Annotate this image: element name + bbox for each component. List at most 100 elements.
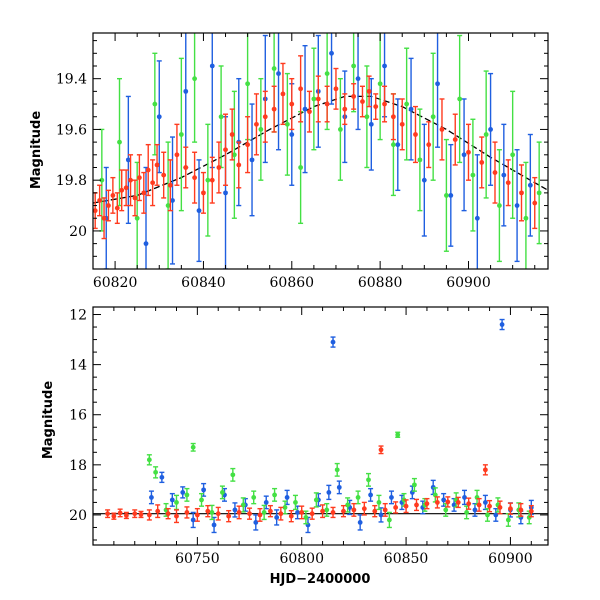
data-point bbox=[236, 162, 242, 168]
data-point bbox=[201, 190, 206, 196]
data-point bbox=[154, 162, 160, 168]
data-point bbox=[145, 167, 151, 173]
y-tick-label: 19.6 bbox=[56, 122, 87, 138]
plot-area bbox=[93, 318, 548, 534]
data-point bbox=[299, 510, 305, 515]
data-point bbox=[159, 474, 165, 480]
data-point bbox=[288, 513, 294, 519]
data-point bbox=[229, 132, 235, 137]
data-point bbox=[413, 132, 418, 137]
data-point bbox=[536, 190, 542, 196]
data-point bbox=[276, 71, 281, 77]
y-tick-label: 16 bbox=[69, 408, 87, 424]
data-point bbox=[114, 205, 120, 211]
data-point bbox=[342, 106, 348, 112]
data-point bbox=[178, 132, 184, 137]
data-point bbox=[341, 508, 346, 514]
data-point bbox=[117, 139, 122, 145]
data-point bbox=[205, 177, 211, 183]
data-point bbox=[474, 215, 480, 221]
data-point bbox=[280, 91, 286, 97]
data-point bbox=[386, 517, 392, 523]
data-point bbox=[493, 512, 499, 518]
data-point bbox=[111, 513, 117, 519]
data-point bbox=[165, 203, 171, 208]
data-point bbox=[143, 241, 149, 247]
data-point bbox=[284, 495, 290, 500]
data-point bbox=[271, 106, 277, 112]
data-point bbox=[439, 127, 445, 132]
data-point bbox=[451, 502, 457, 508]
data-point bbox=[443, 193, 449, 198]
data-point bbox=[289, 101, 295, 107]
data-point bbox=[417, 157, 423, 163]
data-point bbox=[251, 495, 257, 500]
data-point bbox=[378, 512, 384, 518]
plot-frame bbox=[92, 306, 549, 546]
x-tick-label: 60860 bbox=[270, 275, 315, 291]
data-point bbox=[223, 190, 228, 196]
data-point bbox=[192, 76, 198, 82]
data-point bbox=[257, 512, 263, 518]
data-point bbox=[141, 190, 147, 196]
data-point bbox=[298, 86, 304, 92]
data-point bbox=[184, 510, 190, 515]
data-point bbox=[382, 63, 387, 69]
x-tick-label: 60900 bbox=[446, 275, 491, 291]
data-point bbox=[174, 513, 179, 519]
data-point bbox=[355, 76, 361, 82]
y-tick-label: 19.8 bbox=[56, 173, 87, 189]
data-point bbox=[366, 88, 372, 94]
data-point bbox=[497, 203, 502, 208]
data-point bbox=[324, 101, 330, 107]
data-point bbox=[351, 507, 357, 513]
y-tick-label: 18 bbox=[69, 458, 87, 474]
data-point bbox=[395, 142, 401, 148]
data-point bbox=[215, 511, 221, 517]
data-point bbox=[209, 177, 215, 183]
data-point bbox=[404, 101, 410, 107]
data-point bbox=[174, 152, 180, 158]
data-point bbox=[393, 505, 399, 510]
data-point bbox=[196, 208, 202, 214]
data-point bbox=[169, 497, 175, 503]
data-point bbox=[194, 512, 200, 518]
data-point bbox=[426, 142, 432, 148]
data-point bbox=[263, 500, 269, 505]
x-tick-label: 60820 bbox=[93, 275, 138, 291]
data-point bbox=[373, 104, 379, 109]
data-point bbox=[455, 500, 461, 505]
data-point bbox=[464, 510, 470, 515]
data-point bbox=[247, 511, 252, 517]
data-point bbox=[230, 472, 236, 478]
data-point bbox=[302, 106, 308, 112]
data-point bbox=[448, 193, 454, 198]
data-point bbox=[430, 114, 436, 120]
data-point bbox=[128, 177, 133, 183]
data-point bbox=[190, 517, 196, 523]
data-point bbox=[298, 165, 304, 170]
data-point bbox=[390, 114, 396, 120]
data-point bbox=[97, 198, 103, 203]
data-point bbox=[201, 487, 207, 493]
top-y-axis-label: Magnitude bbox=[29, 111, 44, 190]
data-point bbox=[372, 508, 378, 514]
data-point bbox=[445, 499, 451, 505]
data-point bbox=[482, 467, 488, 473]
data-point bbox=[309, 511, 315, 517]
data-point bbox=[231, 152, 237, 158]
series-red bbox=[93, 55, 538, 240]
data-point bbox=[218, 114, 224, 120]
y-tick-label: 14 bbox=[69, 358, 87, 374]
data-point bbox=[220, 489, 225, 495]
data-point bbox=[390, 142, 396, 148]
series-blue bbox=[148, 318, 534, 534]
data-point bbox=[183, 88, 189, 94]
data-point bbox=[519, 190, 524, 196]
data-point bbox=[479, 160, 485, 165]
data-point bbox=[134, 215, 140, 221]
data-point bbox=[514, 203, 520, 208]
data-point bbox=[307, 109, 312, 115]
data-point bbox=[149, 495, 154, 500]
series-red bbox=[105, 445, 534, 524]
